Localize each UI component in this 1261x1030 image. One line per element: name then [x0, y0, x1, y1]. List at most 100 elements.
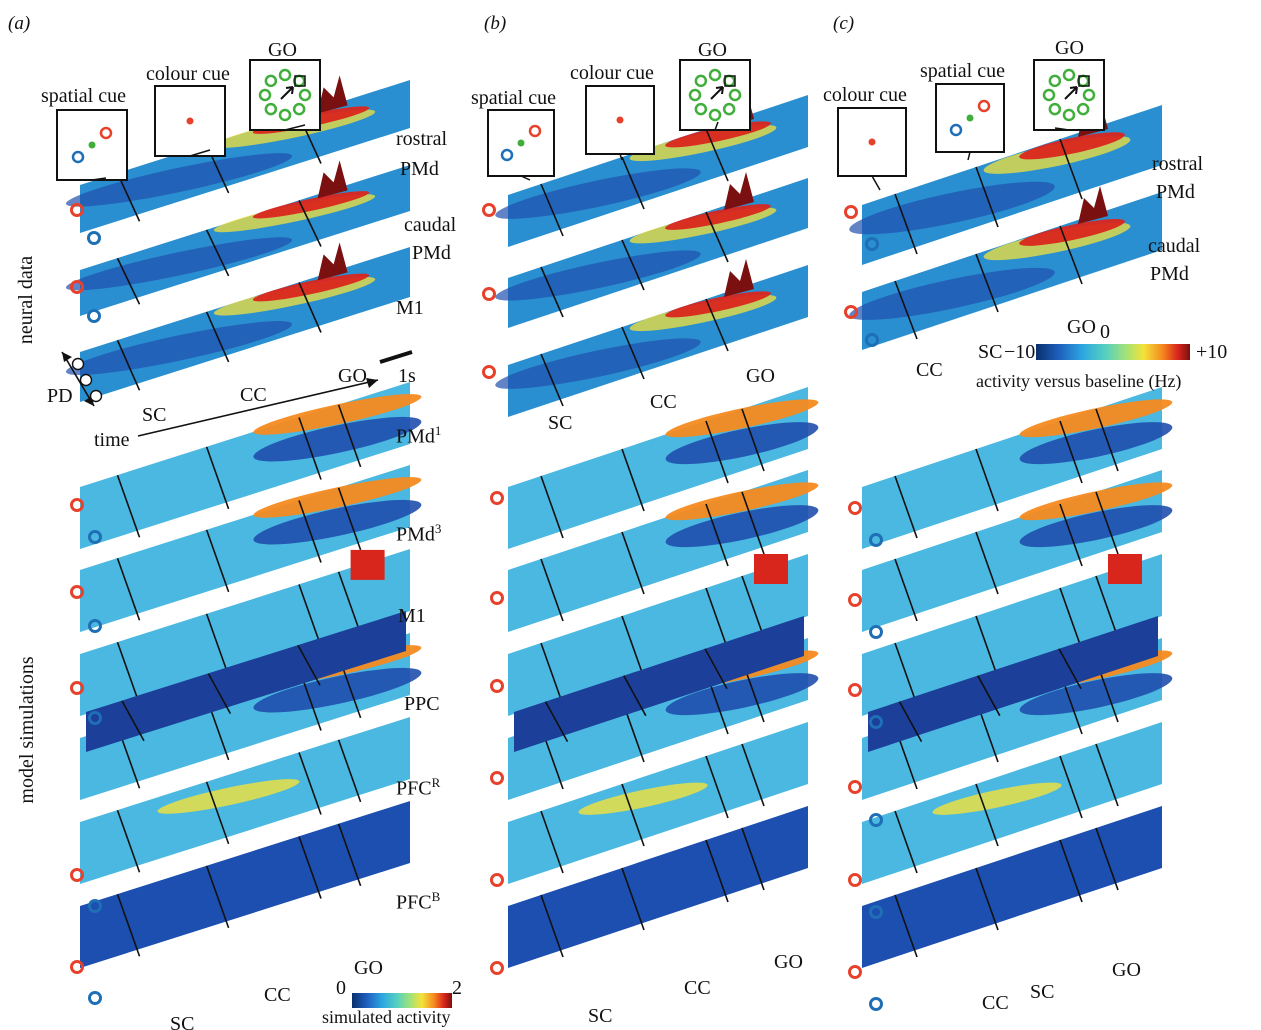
cue-box-b-spatial [487, 109, 555, 177]
red-target-marker [490, 491, 504, 505]
annotations [61, 344, 1190, 1008]
blue-target-marker [869, 533, 883, 547]
colorbar-a-min: 0 [336, 977, 346, 999]
blue-target-marker [88, 991, 102, 1005]
area-c-caudal: caudal [1148, 235, 1201, 257]
model-area-pmd1: PMd1 [396, 423, 442, 448]
neural-a-m1 [65, 242, 410, 402]
event-a-sc: SC [142, 404, 167, 426]
target-markers [70, 203, 883, 1011]
event-line [116, 641, 141, 705]
high-activity [1019, 482, 1173, 521]
event-line [116, 339, 141, 391]
colorbar-c [1036, 344, 1190, 360]
go-target [694, 102, 708, 116]
go-target [688, 88, 702, 102]
event-line [1095, 491, 1119, 555]
event-line [705, 298, 729, 352]
area-a-rostral: rostral [396, 128, 448, 150]
high-activity [665, 399, 819, 438]
high-activity [253, 394, 422, 435]
cue-box-a-colour [154, 85, 226, 157]
low-activity [665, 422, 819, 465]
red-target-marker [70, 868, 84, 882]
event-line [540, 558, 564, 622]
event-line [975, 448, 999, 512]
event-line [621, 326, 645, 380]
event-line [116, 172, 141, 222]
event-line [623, 675, 647, 717]
colorbar-c-mid: 0 [1100, 321, 1110, 343]
go-target [728, 88, 742, 102]
event-line [121, 700, 145, 742]
model-c-2 [862, 554, 1162, 716]
arrow-icon [1064, 86, 1078, 100]
cue-title-b-3: GO [698, 39, 727, 61]
colorbar-c-max: +10 [1196, 341, 1228, 363]
blue-target-marker [87, 231, 101, 245]
low-activity [1019, 673, 1173, 716]
colour-dot [868, 138, 876, 146]
neural-b-2 [495, 172, 808, 328]
event-line [705, 839, 729, 903]
surface-base [80, 801, 410, 968]
cue-box-a-spatial [56, 109, 128, 181]
go-target [258, 88, 272, 102]
area-c-rostral: rostral [1152, 153, 1204, 175]
event-line [205, 613, 230, 677]
mid-activity [578, 782, 708, 815]
blue-target-marker [88, 530, 102, 544]
event-line [741, 743, 765, 807]
red-target-marker [848, 780, 862, 794]
colorbar-a-caption: simulated activity [322, 1007, 451, 1027]
colorbar-c-min: −10 [1004, 341, 1036, 363]
event-c-sc: SC [978, 341, 1003, 363]
blue-target-marker [869, 997, 883, 1011]
fixation-dot [517, 139, 525, 147]
event-line [337, 487, 362, 551]
event-line [705, 587, 729, 651]
cue-stem [91, 177, 107, 181]
go-target [1048, 74, 1062, 88]
low-activity [65, 321, 293, 375]
event-line [298, 500, 322, 563]
cue-box-a-go [249, 59, 321, 131]
event-line [205, 865, 230, 929]
surface-base [508, 806, 808, 968]
model-c-0 [862, 387, 1173, 549]
event-line [741, 827, 765, 891]
model-b-m1-base [514, 616, 804, 752]
row-label-model: model simulations [16, 656, 38, 804]
event-c-model-go: GO [1112, 959, 1141, 981]
go-target [264, 102, 278, 116]
cue-box-b-colour [585, 85, 655, 155]
low-activity [665, 673, 819, 716]
event-line [1059, 839, 1083, 903]
colorbar-a [352, 993, 452, 1008]
time-arrowhead [366, 378, 378, 388]
event-line [337, 571, 362, 635]
cue-stem [1054, 127, 1070, 131]
red-target-marker [70, 681, 84, 695]
pd-direction-icon [79, 373, 93, 387]
event-line [205, 446, 230, 510]
neural-c-caudal [849, 186, 1162, 350]
go-target [1062, 68, 1076, 82]
red-target [528, 124, 542, 138]
event-line [337, 739, 362, 803]
event-line [705, 211, 729, 263]
low-activity [495, 250, 701, 301]
event-line [704, 648, 728, 690]
cue-title-a-1: spatial cue [41, 85, 126, 107]
time-label: time [94, 429, 130, 451]
event-line [621, 531, 645, 595]
event-line [1059, 755, 1083, 819]
event-line [894, 642, 918, 706]
fixation-dot [88, 141, 96, 149]
event-line [1059, 420, 1083, 484]
event-line [975, 867, 999, 931]
high-activity [665, 291, 771, 318]
event-line [207, 673, 232, 714]
activity-peak [317, 160, 348, 199]
red-target-marker [848, 593, 862, 607]
